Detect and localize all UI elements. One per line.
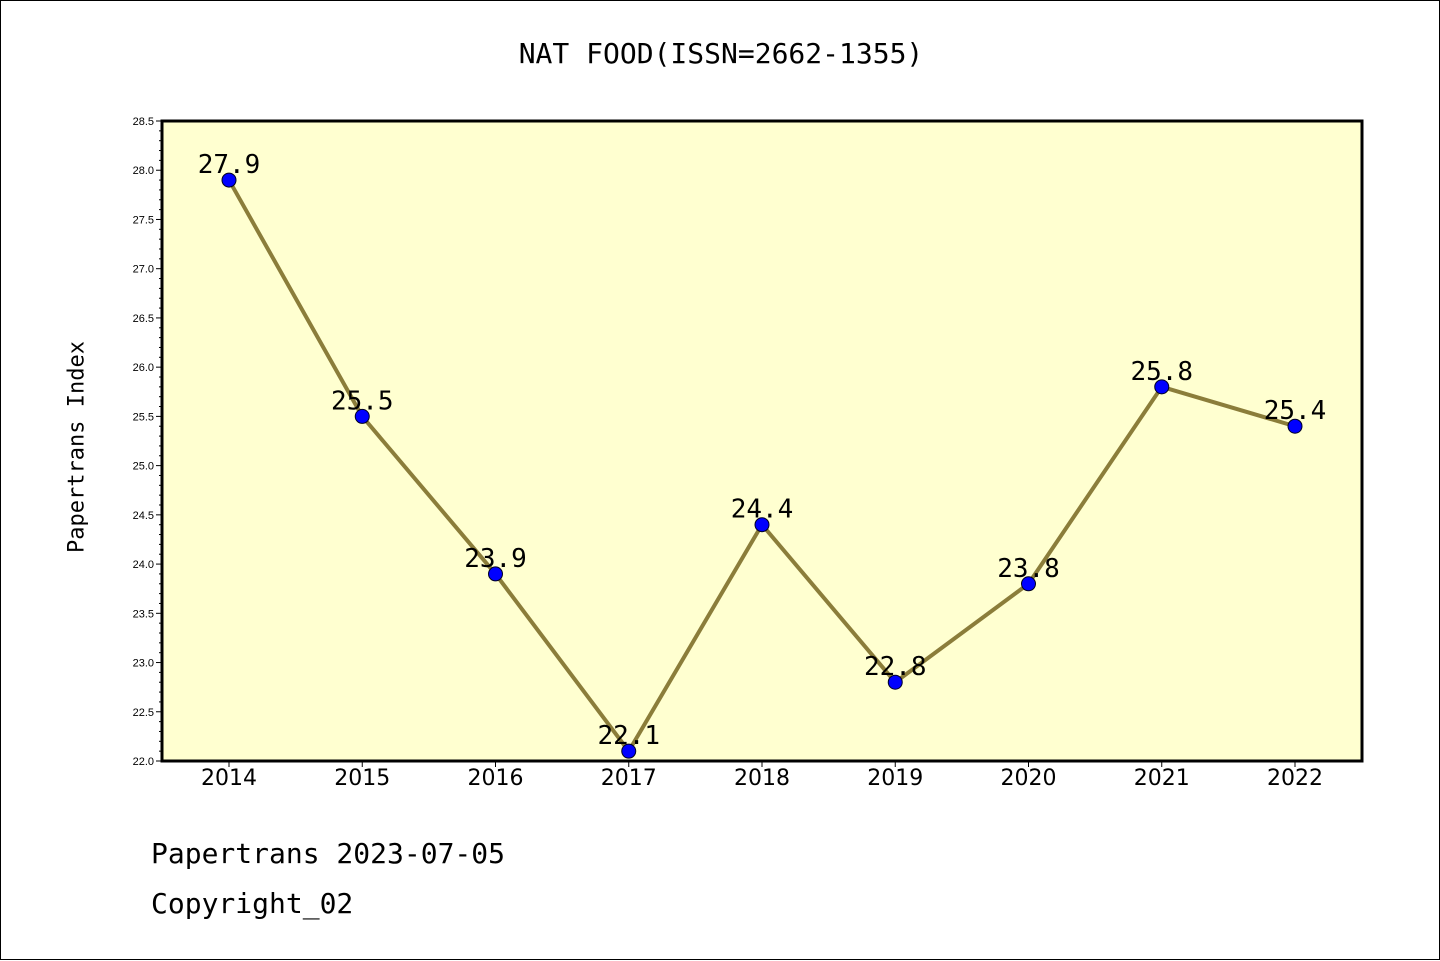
plot-area <box>162 121 1362 761</box>
footer-copyright: Copyright_02 <box>151 887 354 920</box>
y-tick-label: 24.5 <box>133 510 154 522</box>
y-tick-label: 28.0 <box>133 165 154 177</box>
x-tick-label: 2018 <box>734 766 790 791</box>
x-tick-label: 2017 <box>601 766 657 791</box>
data-label: 25.8 <box>1130 357 1193 387</box>
series-points <box>221 172 1303 759</box>
data-label: 27.9 <box>198 150 261 180</box>
data-label: 22.1 <box>597 721 660 751</box>
y-axis-ticks: 22.0 22.5 23.0 23.5 24.0 24.5 25.0 25.5 26.0 26.5… <box>133 116 162 768</box>
y-tick-label: 25.5 <box>133 411 154 423</box>
y-tick-label: 24.0 <box>133 559 154 571</box>
x-tick-label: 2014 <box>201 766 257 791</box>
y-tick-label: 26.0 <box>133 362 154 374</box>
data-label: 24.4 <box>731 495 794 525</box>
data-point <box>488 566 503 582</box>
y-tick-label: 27.0 <box>133 264 154 276</box>
x-tick-label: 2016 <box>468 766 524 791</box>
x-tick-label: 2020 <box>1001 766 1057 791</box>
x-tick-label: 2019 <box>867 766 923 791</box>
chart-title: NAT FOOD(ISSN=2662-1355) <box>518 37 924 70</box>
data-point <box>1287 418 1303 434</box>
y-tick-label: 23.0 <box>133 658 154 670</box>
data-point <box>1021 576 1036 592</box>
data-label: 23.8 <box>997 554 1060 584</box>
y-tick-label: 23.5 <box>133 608 154 620</box>
x-tick-label: 2021 <box>1134 766 1190 791</box>
data-label: 23.9 <box>464 544 527 574</box>
data-labels: 27.9 25.5 23.9 22.1 24.4 22.8 23.8 25.8 25.4 <box>198 150 1327 751</box>
data-point <box>754 517 770 533</box>
data-label: 25.5 <box>331 386 394 416</box>
data-point <box>1154 379 1170 395</box>
data-point <box>354 408 370 424</box>
data-point <box>887 674 903 690</box>
y-tick-label: 27.5 <box>133 214 154 226</box>
y-tick-label: 22.0 <box>133 756 154 768</box>
x-tick-label: 2022 <box>1267 766 1323 791</box>
x-axis-ticks: 2014 2015 2016 2017 2018 2019 2020 2021 2022 <box>201 761 1323 791</box>
x-tick-label: 2015 <box>334 766 390 791</box>
data-point <box>621 743 637 759</box>
y-tick-label: 26.5 <box>133 313 154 325</box>
y-tick-label: 22.5 <box>133 707 154 719</box>
data-label: 22.8 <box>864 652 927 682</box>
y-tick-label: 28.5 <box>133 116 154 128</box>
data-point <box>221 172 237 188</box>
footer-date: Papertrans 2023-07-05 <box>151 837 506 870</box>
y-tick-label: 25.0 <box>133 461 154 473</box>
data-label: 25.4 <box>1264 396 1327 426</box>
plot-border <box>160 119 1364 763</box>
